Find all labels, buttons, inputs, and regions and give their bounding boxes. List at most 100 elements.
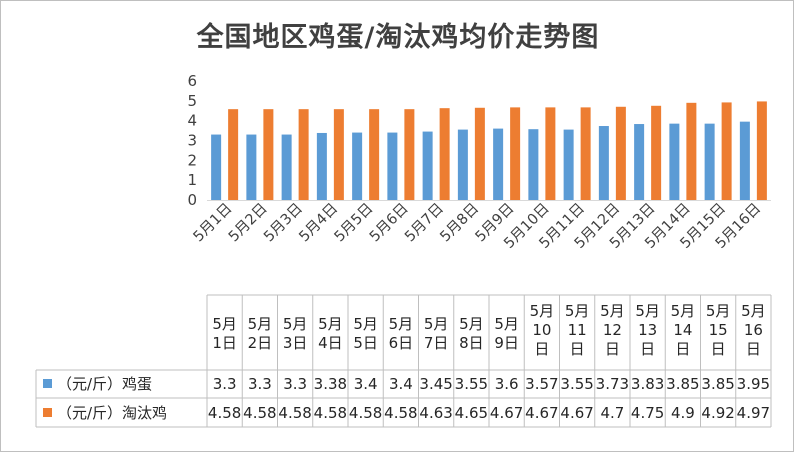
table-value: 3.6 <box>495 375 519 393</box>
table-header-text: 10 <box>532 321 551 339</box>
table-value: 4.65 <box>455 404 488 422</box>
legend-swatch <box>43 379 52 388</box>
table-value: 4.67 <box>490 404 523 422</box>
bar-hen <box>404 109 415 200</box>
table-value: 3.73 <box>596 375 629 393</box>
table-header-text: 1日 <box>212 334 237 352</box>
table-header-text: 日 <box>746 340 761 358</box>
table-header-text: 4日 <box>318 334 343 352</box>
table-header-text: 5月 <box>424 315 449 333</box>
table-header-text: 8日 <box>459 334 484 352</box>
bar-egg <box>704 123 715 200</box>
table-header-text: 6日 <box>389 334 414 352</box>
table-value: 4.7 <box>600 404 624 422</box>
table-header-text: 14 <box>673 321 692 339</box>
table-header-text: 日 <box>711 340 726 358</box>
table-header-text: 5月 <box>353 315 378 333</box>
table-value: 3.85 <box>666 375 699 393</box>
table-header-text: 5月 <box>318 315 343 333</box>
table-value: 4.67 <box>560 404 593 422</box>
table-value: 3.55 <box>455 375 488 393</box>
x-tick-label: 5月7日 <box>402 201 447 246</box>
y-tick-label: 1 <box>187 171 197 189</box>
legend-label: （元/斤）淘汰鸡 <box>57 404 167 422</box>
table-header-text: 11 <box>568 321 587 339</box>
bar-egg <box>387 132 398 200</box>
bar-hen <box>474 107 485 200</box>
table-value: 4.58 <box>278 404 311 422</box>
table-value: 3.3 <box>283 375 307 393</box>
bar-egg <box>598 126 609 200</box>
y-tick-label: 6 <box>187 72 197 90</box>
x-tick-label: 5月6日 <box>367 201 412 246</box>
table-header-text: 5月 <box>741 302 766 320</box>
bar-egg <box>669 123 680 200</box>
table-value: 4.92 <box>701 404 734 422</box>
table-value: 4.75 <box>631 404 664 422</box>
bar-hen <box>298 109 309 200</box>
table-header-text: 日 <box>675 340 690 358</box>
table-value: 4.63 <box>419 404 452 422</box>
x-tick-label: 5月5日 <box>332 201 377 246</box>
table-header-text: 5月 <box>248 315 273 333</box>
bar-hen <box>333 109 344 200</box>
table-value: 4.58 <box>314 404 347 422</box>
table-header-text: 9日 <box>494 334 519 352</box>
bar-egg <box>739 121 750 200</box>
table-value: 3.85 <box>701 375 734 393</box>
table-header-text: 5月 <box>459 315 484 333</box>
bar-hen <box>651 105 662 200</box>
bar-hen <box>439 108 450 200</box>
table-value: 4.58 <box>208 404 241 422</box>
table-header-text: 5月 <box>600 302 625 320</box>
table-value: 4.9 <box>671 404 695 422</box>
table-value: 3.45 <box>419 375 452 393</box>
table-header-text: 日 <box>534 340 549 358</box>
x-tick-label: 5月8日 <box>437 201 482 246</box>
table-header-text: 12 <box>603 321 622 339</box>
table-header-text: 5月 <box>530 302 555 320</box>
bar-egg <box>316 132 327 200</box>
table-header-text: 日 <box>640 340 655 358</box>
legend-swatch <box>43 408 52 417</box>
table-value: 3.4 <box>389 375 413 393</box>
table-value: 3.55 <box>560 375 593 393</box>
y-tick-label: 2 <box>187 151 197 169</box>
y-tick-label: 3 <box>187 132 197 150</box>
table-value: 3.3 <box>213 375 237 393</box>
table-value: 3.4 <box>354 375 378 393</box>
bar-hen <box>369 109 380 200</box>
table-header-text: 5月 <box>635 302 660 320</box>
x-tick-label: 5月2日 <box>226 201 271 246</box>
table-header-text: 5月 <box>212 315 237 333</box>
bar-egg <box>246 134 257 200</box>
y-tick-label: 4 <box>187 112 197 130</box>
bar-hen <box>721 102 732 200</box>
bar-egg <box>457 129 468 200</box>
bar-hen <box>263 109 274 200</box>
table-header-text: 13 <box>638 321 657 339</box>
table-value: 4.58 <box>349 404 382 422</box>
bar-hen <box>615 106 626 200</box>
table-header-text: 5日 <box>353 334 378 352</box>
table-header-text: 2日 <box>248 334 273 352</box>
table-header-text: 7日 <box>424 334 449 352</box>
table-value: 3.38 <box>314 375 347 393</box>
bar-egg <box>352 132 363 200</box>
bar-egg <box>634 124 645 200</box>
bar-egg <box>422 131 433 200</box>
table-header-text: 5月 <box>565 302 590 320</box>
bar-hen <box>510 107 521 200</box>
legend-label: （元/斤）鸡蛋 <box>57 375 152 393</box>
table-value: 4.58 <box>384 404 417 422</box>
table-header-text: 5月 <box>494 315 519 333</box>
table-header-text: 日 <box>605 340 620 358</box>
table-value: 4.58 <box>243 404 276 422</box>
table-header-text: 日 <box>570 340 585 358</box>
bar-hen <box>686 102 697 200</box>
x-tick-label: 5月3日 <box>261 201 306 246</box>
bar-hen <box>580 107 591 200</box>
bar-hen <box>228 109 239 200</box>
